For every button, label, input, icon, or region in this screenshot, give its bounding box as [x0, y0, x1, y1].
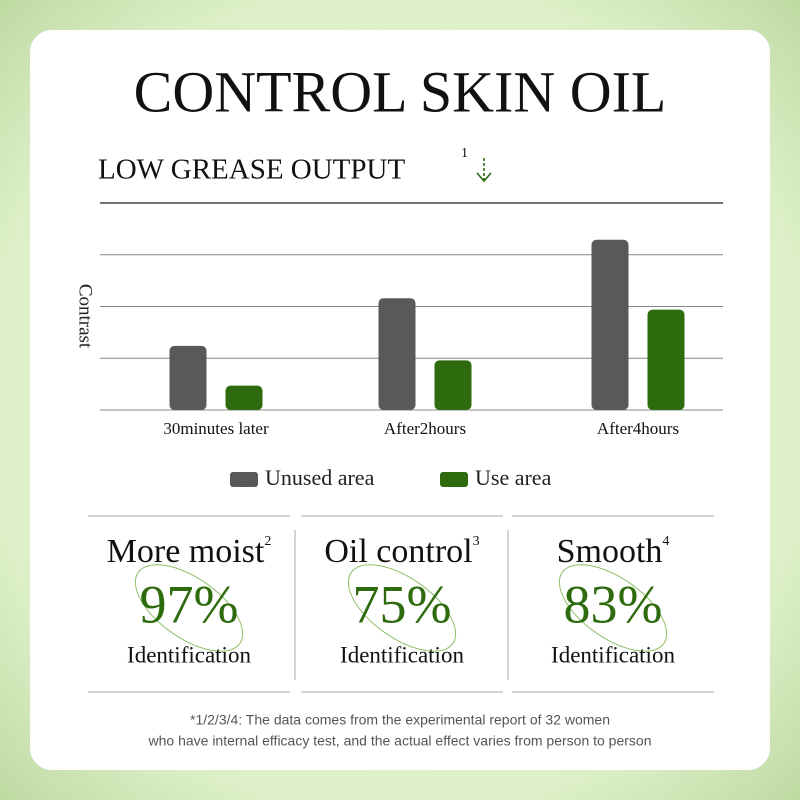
- stat-label: More moist2: [107, 533, 272, 570]
- stat-label-text: More moist: [107, 533, 265, 570]
- legend-swatch: [440, 472, 468, 487]
- y-axis-label: Contrast: [75, 284, 96, 349]
- stat-caption: Identification: [340, 642, 464, 667]
- decor-ellipse: [347, 564, 457, 652]
- legend-label: Unused area: [265, 465, 375, 490]
- footnote: *1/2/3/4: The data comes from the experi…: [190, 712, 610, 728]
- stat-caption: Identification: [127, 642, 251, 667]
- decor-ellipse: [558, 564, 668, 652]
- legend-swatch: [230, 472, 258, 487]
- subtitle-note: 1: [461, 146, 468, 161]
- footnote: who have internal efficacy test, and the…: [148, 733, 652, 749]
- bar: [591, 239, 629, 410]
- stat-note: 4: [662, 534, 669, 549]
- legend-label: Use area: [475, 465, 552, 490]
- decor-ellipse: [134, 564, 244, 652]
- bar: [378, 298, 416, 410]
- down-arrow: [476, 158, 492, 183]
- bar: [169, 345, 207, 410]
- title: CONTROL SKIN OIL: [134, 59, 667, 124]
- stat-value: 97%: [140, 574, 239, 634]
- stat-label-text: Smooth: [557, 533, 663, 570]
- stat-label-text: Oil control: [324, 533, 472, 570]
- stat-note: 2: [264, 534, 271, 549]
- subtitle: LOW GREASE OUTPUT: [98, 154, 405, 186]
- stat-value: 83%: [564, 574, 663, 634]
- x-tick-label: 30minutes later: [163, 419, 269, 438]
- stat-label: Oil control3: [324, 533, 479, 570]
- stat-label: Smooth4: [557, 533, 670, 570]
- stat-value: 75%: [353, 574, 452, 634]
- stat-caption: Identification: [551, 642, 675, 667]
- stat-note: 3: [473, 534, 480, 549]
- x-tick-label: After2hours: [384, 419, 466, 438]
- bar: [647, 309, 685, 410]
- x-tick-label: After4hours: [597, 419, 679, 438]
- bar: [434, 360, 472, 410]
- bar: [225, 385, 263, 410]
